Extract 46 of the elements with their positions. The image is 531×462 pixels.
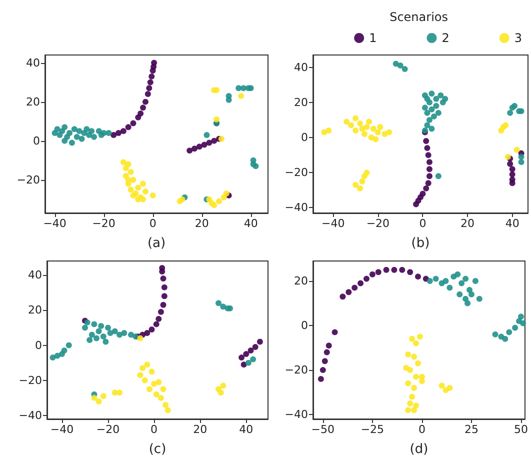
x-tick-label: 0 [419, 217, 426, 230]
y-tick-label: 20 [28, 304, 42, 317]
y-tick-label: 20 [26, 95, 40, 108]
x-tick-label: 0 [418, 423, 426, 436]
y-tick-label: 0 [33, 134, 40, 148]
legend-label: 3 [514, 31, 522, 45]
y-tick-label: −20 [284, 364, 308, 377]
y-tick-label: −40 [284, 408, 308, 422]
x-tick-label: −20 [366, 217, 390, 230]
x-tick-label: 40 [239, 423, 254, 436]
y-tick-label: −20 [16, 173, 40, 186]
x-tick-label: 40 [244, 217, 258, 230]
x-axis-title: (d) [410, 442, 428, 457]
legend-label: 1 [369, 31, 377, 45]
x-axis-title: (b) [411, 236, 430, 251]
y-tick-label: −20 [284, 166, 308, 180]
y-tick-label: 20 [294, 274, 308, 288]
x-tick-label: 20 [194, 217, 209, 230]
x-tick-label: −50 [311, 423, 335, 436]
x-tick-label: 50 [514, 423, 528, 436]
y-tick-label: 0 [35, 338, 42, 352]
x-tick-label: −40 [322, 217, 345, 230]
x-tick-label: −40 [50, 423, 74, 436]
x-tick-label: 0 [150, 423, 158, 436]
x-tick-label: −25 [360, 423, 384, 436]
y-tick-label: 40 [26, 56, 40, 70]
y-tick-label: 40 [294, 60, 308, 74]
x-tick-label: 40 [505, 217, 520, 230]
y-tick-label: 20 [294, 96, 308, 109]
x-tick-label: 20 [193, 423, 208, 436]
y-tick-label: 0 [301, 131, 308, 144]
x-tick-label: 20 [460, 217, 475, 230]
x-tick-label: 25 [464, 423, 478, 436]
x-tick-label: −20 [96, 423, 120, 436]
x-axis-title: (a) [147, 236, 166, 251]
legend-label: 2 [442, 31, 450, 45]
y-tick-label: −40 [18, 408, 42, 422]
legend-title: Scenarios [390, 10, 448, 24]
y-tick-label: 40 [28, 268, 42, 282]
y-tick-label: −40 [284, 201, 308, 214]
x-tick-label: 0 [149, 217, 156, 230]
y-tick-label: −20 [18, 374, 42, 387]
x-tick-label: −20 [92, 217, 116, 230]
x-tick-label: −40 [43, 217, 66, 230]
y-tick-label: 0 [301, 319, 308, 332]
x-axis-title: (c) [148, 442, 166, 457]
